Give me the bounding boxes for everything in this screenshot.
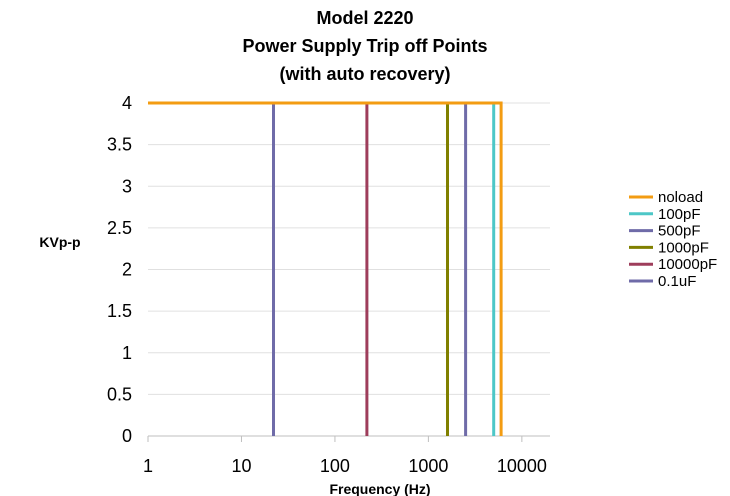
chart-title-line-1: Model 2220 [316, 8, 413, 28]
y-tick-label: 4 [122, 93, 132, 113]
y-tick-label: 1.5 [107, 301, 132, 321]
legend-label: 10000pF [658, 256, 717, 273]
legend-label: noload [658, 189, 703, 206]
y-tick-label: 3 [122, 176, 132, 196]
x-axis-title: Frequency (Hz) [329, 481, 430, 496]
legend-item: 500pF [629, 223, 701, 240]
x-tick-label: 10000 [497, 456, 547, 476]
x-tick-label: 100 [320, 456, 350, 476]
legend-item: 0.1uF [629, 273, 696, 290]
legend-item: noload [629, 189, 703, 206]
grid-lines [148, 102, 550, 395]
x-tick-label: 1000 [408, 456, 448, 476]
axes: 0 0.5 1 1.5 2 2.5 3 3.5 4 1 10 100 1000 10000 Frequenc… [39, 93, 550, 496]
y-tick-label: 3.5 [107, 135, 132, 155]
y-tick-label: 2.5 [107, 218, 132, 238]
legend-label: 100pF [658, 206, 701, 223]
data-series [148, 101, 503, 436]
y-tick-label: 2 [122, 260, 132, 280]
legend-item: 10000pF [629, 256, 717, 273]
chart-title: Model 2220 Power Supply Trip off Points (w… [242, 8, 487, 84]
legend-label: 1000pF [658, 239, 709, 256]
legend-item: 1000pF [629, 239, 709, 256]
legend-item: 100pF [629, 206, 701, 223]
chart-title-line-3: (with auto recovery) [279, 64, 450, 84]
chart-title-line-2: Power Supply Trip off Points [242, 36, 487, 56]
y-axis-title: KVp-p [39, 234, 80, 250]
x-tick-label: 1 [143, 456, 153, 476]
legend-label: 500pF [658, 223, 701, 240]
series-line-noload [148, 101, 503, 436]
y-tick-label: 1 [122, 343, 132, 363]
y-tick-label: 0 [122, 426, 132, 446]
y-tick-label: 0.5 [107, 384, 132, 404]
x-tick-label: 10 [231, 456, 251, 476]
legend-label: 0.1uF [658, 273, 696, 290]
